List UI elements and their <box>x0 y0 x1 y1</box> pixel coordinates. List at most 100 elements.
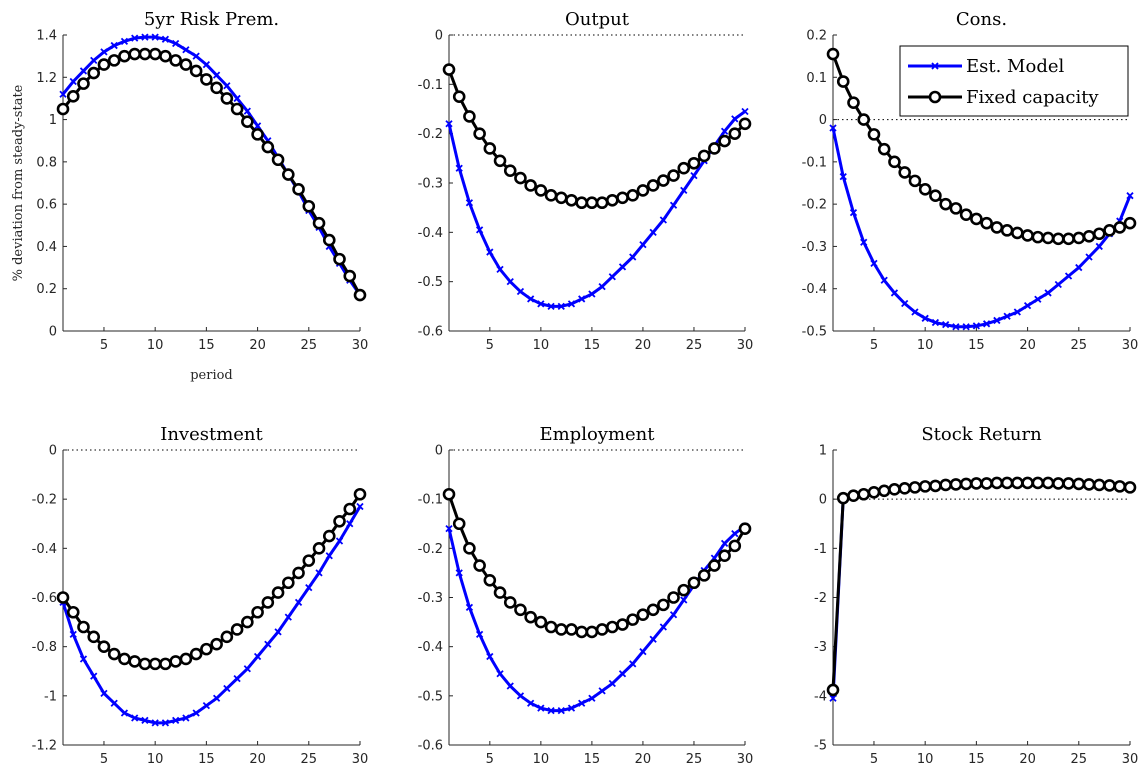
series-1-line <box>61 505 362 725</box>
series-2-point <box>179 652 193 666</box>
series-2-point <box>1052 232 1065 246</box>
series-2-point <box>939 478 952 492</box>
series-1-point <box>731 529 739 538</box>
series-2-point <box>646 603 660 617</box>
marker-stroke <box>475 226 484 234</box>
marker-stroke <box>731 115 739 123</box>
series-2-point <box>128 655 141 668</box>
marker-stroke <box>1044 289 1052 297</box>
marker-stroke <box>192 709 200 717</box>
series-1-point <box>942 321 950 329</box>
series-2-point <box>271 153 285 167</box>
series-1-point <box>639 241 647 249</box>
series-1-point <box>243 665 251 673</box>
series-1-point <box>212 71 221 79</box>
x-tick-label: 15 <box>198 338 215 353</box>
x-tick-label: 30 <box>1122 338 1139 353</box>
marker-stroke <box>120 709 129 717</box>
series-1-point <box>69 77 77 86</box>
x-tick-label: 25 <box>301 752 318 767</box>
series-1-point <box>880 276 888 284</box>
marker-stroke <box>79 655 88 663</box>
series-2-point <box>241 615 254 629</box>
series-2-point <box>343 269 357 283</box>
series-1-point <box>537 300 545 308</box>
series-2-point <box>857 113 871 126</box>
series-2-point <box>97 640 111 653</box>
marker-stroke <box>455 164 463 172</box>
series-1-point <box>578 699 586 707</box>
series-2-point <box>200 73 213 86</box>
marker-stroke <box>212 71 221 79</box>
series-1-point <box>151 33 159 41</box>
marker-stroke <box>578 699 586 707</box>
series-2-point <box>452 90 466 103</box>
series-2-point <box>1052 477 1065 490</box>
marker-stroke <box>931 318 940 327</box>
series-2-point <box>626 613 640 626</box>
series-2-line <box>447 69 747 205</box>
series-2-line <box>447 493 747 634</box>
marker-stroke <box>284 613 292 621</box>
series-2-point <box>179 58 193 71</box>
series-2-point <box>77 620 90 634</box>
series-1-point <box>455 164 463 172</box>
marker-stroke <box>243 665 251 673</box>
x-tick-label: 10 <box>147 338 164 353</box>
marker-stroke <box>90 56 98 65</box>
legend-label: Fixed capacity <box>966 87 1099 108</box>
series-1-point <box>202 60 211 69</box>
series-2-point <box>483 142 497 155</box>
series-2-point <box>312 542 326 555</box>
series-2-point <box>56 102 70 116</box>
series-2-point <box>261 140 275 154</box>
marker-stroke <box>608 679 616 688</box>
marker-stroke <box>972 322 981 330</box>
y-tick-label: -1 <box>814 542 827 557</box>
marker-stroke <box>731 529 739 538</box>
series-1-point <box>1054 280 1062 289</box>
series-2-point <box>493 586 507 599</box>
marker-stroke <box>141 716 149 725</box>
marker-stroke <box>993 316 1001 325</box>
marker-stroke <box>1126 192 1134 200</box>
marker-stroke <box>952 323 960 331</box>
series-1-point <box>578 295 586 303</box>
series-1-point <box>1085 253 1093 261</box>
marker-stroke <box>921 314 929 322</box>
series-1-point <box>223 684 231 693</box>
series-1-point <box>567 704 576 712</box>
marker-stroke <box>294 598 303 607</box>
y-tick-label: -0.5 <box>418 275 443 290</box>
series-2-point <box>503 164 517 177</box>
series-1-line <box>447 524 746 713</box>
y-tick-label: -0.4 <box>32 542 57 557</box>
x-tick-label: 25 <box>1071 338 1088 353</box>
marker-stroke <box>79 67 88 75</box>
series-2-point <box>939 197 952 211</box>
marker-stroke <box>110 699 118 707</box>
series-2-point <box>282 576 295 590</box>
series-2-point <box>847 96 860 109</box>
marker-stroke <box>578 295 586 303</box>
x-tick-label: 20 <box>249 338 266 353</box>
series-1-point <box>870 259 878 267</box>
marker-stroke <box>161 719 170 727</box>
series-2-point <box>148 47 162 61</box>
series-2-point <box>929 189 942 202</box>
marker-stroke <box>608 273 616 281</box>
series-1-point <box>233 674 241 683</box>
marker-stroke <box>202 702 211 710</box>
series-1-point <box>465 199 474 207</box>
x-tick-label: 5 <box>870 338 878 353</box>
series-1-point <box>849 208 858 217</box>
panel-1: 5yr Risk Prem. 5 10 15 20 25 30 0 0.2 0.4 0.6 0.8 1 1… <box>11 9 368 383</box>
series-2-point <box>1072 477 1086 491</box>
series-1-point <box>982 320 991 328</box>
marker-stroke <box>659 623 667 631</box>
series-1-point <box>315 569 323 577</box>
marker-stroke <box>335 537 344 545</box>
x-tick-label: 15 <box>198 752 215 767</box>
series-1-point <box>202 702 211 710</box>
series-1-point <box>475 226 484 234</box>
